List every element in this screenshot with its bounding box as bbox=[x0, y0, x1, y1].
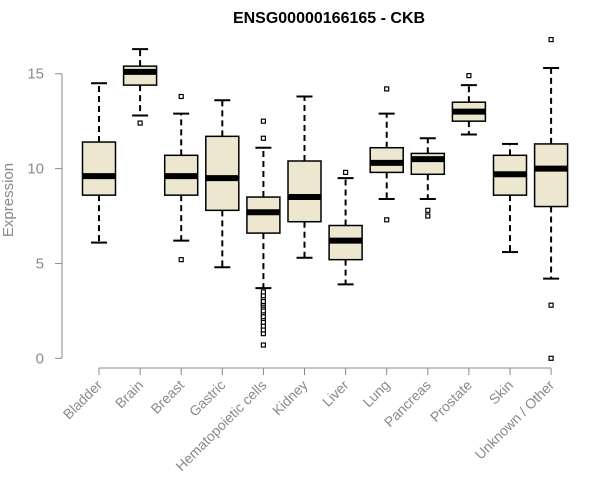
outlier-point bbox=[260, 135, 266, 141]
box-bladder bbox=[81, 82, 117, 244]
outlier-point bbox=[178, 257, 184, 263]
box-gastric bbox=[205, 99, 240, 269]
box-kidney bbox=[287, 95, 322, 259]
outlier-point bbox=[384, 86, 390, 92]
outlier-point bbox=[425, 213, 431, 219]
outlier-point bbox=[260, 289, 266, 295]
box-skin bbox=[492, 142, 528, 254]
box-hematopoietic-cells bbox=[246, 118, 281, 348]
box-lung bbox=[369, 86, 404, 223]
x-tick-label: Bladder bbox=[60, 377, 106, 423]
outlier-point bbox=[466, 73, 472, 79]
outlier-point bbox=[260, 342, 266, 348]
y-axis-label: Expression bbox=[0, 163, 17, 237]
y-tick-label: 0 bbox=[36, 350, 44, 367]
outlier-point bbox=[548, 302, 554, 308]
box-breast bbox=[163, 93, 199, 263]
outlier-point bbox=[548, 36, 554, 43]
x-tick-label: Breast bbox=[147, 377, 187, 417]
outlier-point bbox=[178, 93, 184, 100]
outlier-point bbox=[137, 120, 143, 126]
x-tick-label: Kidney bbox=[269, 377, 311, 419]
x-tick-label: Liver bbox=[319, 377, 352, 410]
y-tick-label: 10 bbox=[27, 161, 44, 178]
y-axis: 0 5 10 15 bbox=[27, 66, 63, 367]
x-tick-label: Lung bbox=[359, 377, 392, 410]
box-pancreas bbox=[410, 137, 446, 219]
x-tick-label: Skin bbox=[486, 377, 517, 408]
box-unknown-other bbox=[533, 36, 569, 361]
outlier-point bbox=[548, 355, 554, 361]
iqr-box bbox=[205, 135, 240, 212]
boxes-group bbox=[81, 36, 569, 361]
y-tick-label: 5 bbox=[36, 255, 44, 272]
box-prostate bbox=[451, 73, 487, 136]
iqr-box bbox=[287, 160, 322, 223]
y-tick-label: 15 bbox=[27, 66, 44, 83]
outlier-point bbox=[260, 118, 266, 124]
iqr-box bbox=[81, 141, 117, 196]
outlier-point bbox=[425, 207, 431, 213]
outlier-point bbox=[343, 169, 349, 175]
x-tick-label: Brain bbox=[112, 377, 146, 411]
x-tick-label: Prostate bbox=[427, 377, 475, 425]
iqr-box bbox=[533, 143, 569, 208]
box-brain bbox=[122, 48, 158, 126]
outlier-point bbox=[384, 217, 390, 223]
chart-title: ENSG00000166165 - CKB bbox=[233, 10, 425, 27]
box-liver bbox=[328, 169, 363, 286]
